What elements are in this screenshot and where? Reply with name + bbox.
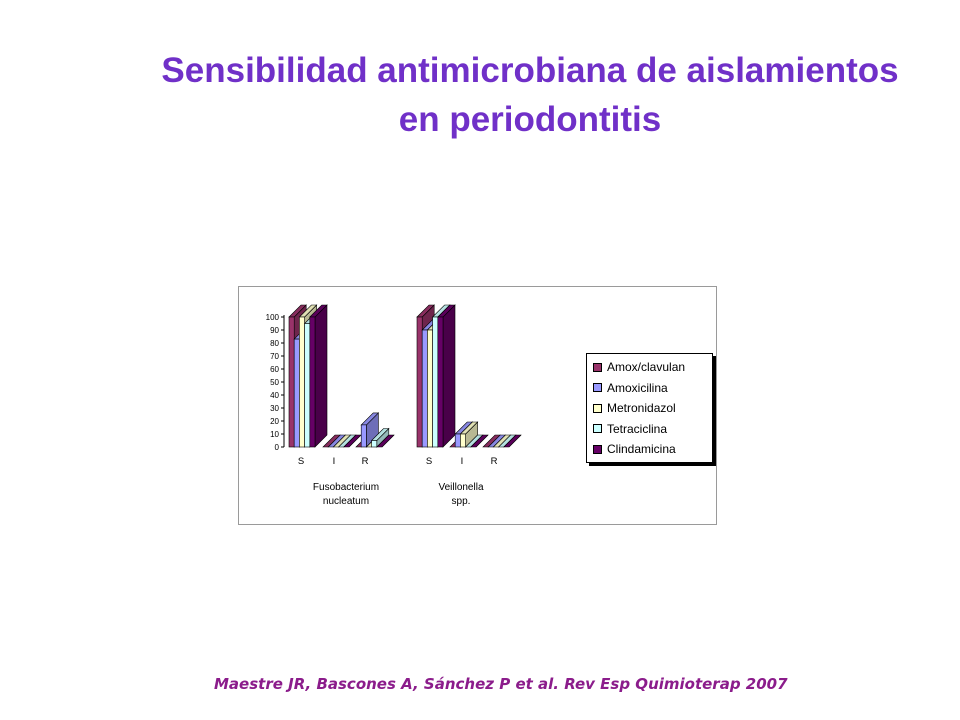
x-tick-label: S [426, 456, 432, 467]
bar [427, 329, 433, 448]
legend-swatch [593, 383, 602, 393]
bar [360, 424, 367, 448]
y-tick-label: 30 [270, 404, 279, 413]
bar [454, 433, 461, 448]
bar-chart: 0 10 20 30 40 50 60 70 80 90 100 S I R S I R Fusobacteriu… [266, 304, 522, 507]
bar [293, 338, 300, 448]
group-label: nucleatum [323, 496, 369, 507]
slide-title: Sensibilidad antimicrobiana de aislamien… [100, 46, 960, 144]
x-tick-label: R [362, 456, 369, 467]
y-tick-label: 20 [270, 417, 279, 426]
y-tick-label: 0 [275, 443, 280, 452]
legend-label: Amox/clavulan [607, 360, 686, 375]
legend-swatch [593, 424, 602, 434]
bar [432, 316, 439, 448]
group-label: Veillonella [438, 482, 483, 493]
legend-label: Metronidazol [607, 401, 676, 416]
x-tick-label: I [461, 456, 464, 467]
bar [304, 323, 311, 448]
bar [416, 316, 423, 448]
bar [421, 329, 428, 448]
legend-item: Clindamicina [593, 439, 712, 460]
x-tick-label: R [491, 456, 498, 467]
chart-frame: 0 10 20 30 40 50 60 70 80 90 100 S I R S I R Fusobacteriu… [238, 286, 717, 525]
y-tick-label: 80 [270, 339, 279, 348]
legend-label: Tetraciclina [607, 421, 668, 436]
y-tick-label: 10 [270, 430, 279, 439]
bar-top-face [376, 434, 395, 448]
y-tick-label: 50 [270, 378, 279, 387]
legend-item: Metronidazol [593, 398, 712, 419]
group-label: Fusobacterium [313, 482, 379, 493]
legend-item: Tetraciclina [593, 419, 712, 440]
bar [460, 433, 466, 448]
title-line-2: en periodontitis [398, 100, 662, 139]
chart-legend: Amox/clavulan Amoxicilina Metronidazol Tetr… [586, 353, 713, 463]
citation: Maestre JR, Bascones A, Sánchez P et al.… [214, 675, 788, 693]
legend-item: Amoxicilina [593, 378, 712, 399]
x-tick-label: I [333, 456, 336, 467]
bar-side-face [314, 304, 328, 448]
x-tick-label: S [298, 456, 304, 467]
legend-item: Amox/clavulan [593, 357, 712, 378]
y-tick-label: 70 [270, 352, 279, 361]
bar-side-face [442, 304, 456, 448]
bar-top-face [470, 434, 489, 448]
bar-top-face [503, 434, 522, 448]
y-tick-label: 100 [266, 313, 280, 322]
y-tick-label: 60 [270, 365, 279, 374]
title-line-1: Sensibilidad antimicrobiana de aislamien… [161, 51, 899, 90]
bar [309, 316, 316, 448]
bar [437, 316, 444, 448]
bar [371, 440, 378, 448]
legend-swatch [593, 403, 602, 413]
legend-label: Clindamicina [607, 442, 676, 457]
bar [288, 316, 295, 448]
group-label: spp. [452, 496, 471, 507]
bar [299, 316, 305, 448]
y-tick-label: 90 [270, 326, 279, 335]
legend-swatch [593, 362, 602, 372]
legend-label: Amoxicilina [607, 380, 668, 395]
legend-swatch [593, 444, 602, 454]
y-tick-label: 40 [270, 391, 279, 400]
